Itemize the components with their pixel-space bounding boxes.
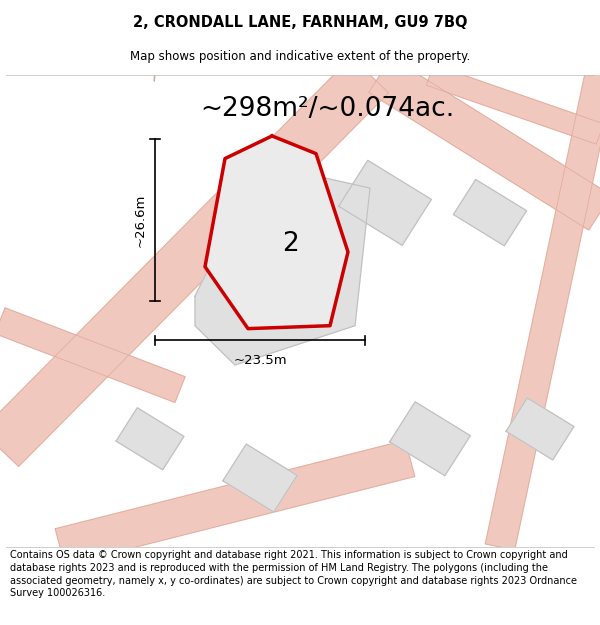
Polygon shape [390,402,470,476]
Polygon shape [369,58,600,230]
Text: Map shows position and indicative extent of the property.: Map shows position and indicative extent… [130,50,470,62]
Text: ~26.6m: ~26.6m [134,193,147,247]
Polygon shape [506,398,574,460]
Polygon shape [116,408,184,470]
Polygon shape [223,444,297,512]
Polygon shape [0,308,185,402]
Text: 2: 2 [281,231,298,257]
Polygon shape [338,161,431,245]
Polygon shape [454,179,527,246]
Polygon shape [0,57,389,466]
Polygon shape [205,136,348,329]
Polygon shape [427,65,600,144]
Text: 2, CRONDALL LANE, FARNHAM, GU9 7BQ: 2, CRONDALL LANE, FARNHAM, GU9 7BQ [133,15,467,30]
Text: Contains OS data © Crown copyright and database right 2021. This information is : Contains OS data © Crown copyright and d… [10,550,577,598]
Polygon shape [485,72,600,550]
Text: ~23.5m: ~23.5m [233,354,287,367]
Polygon shape [0,0,155,81]
Polygon shape [195,164,370,365]
Text: ~298m²/~0.074ac.: ~298m²/~0.074ac. [200,96,454,122]
Polygon shape [55,440,415,565]
